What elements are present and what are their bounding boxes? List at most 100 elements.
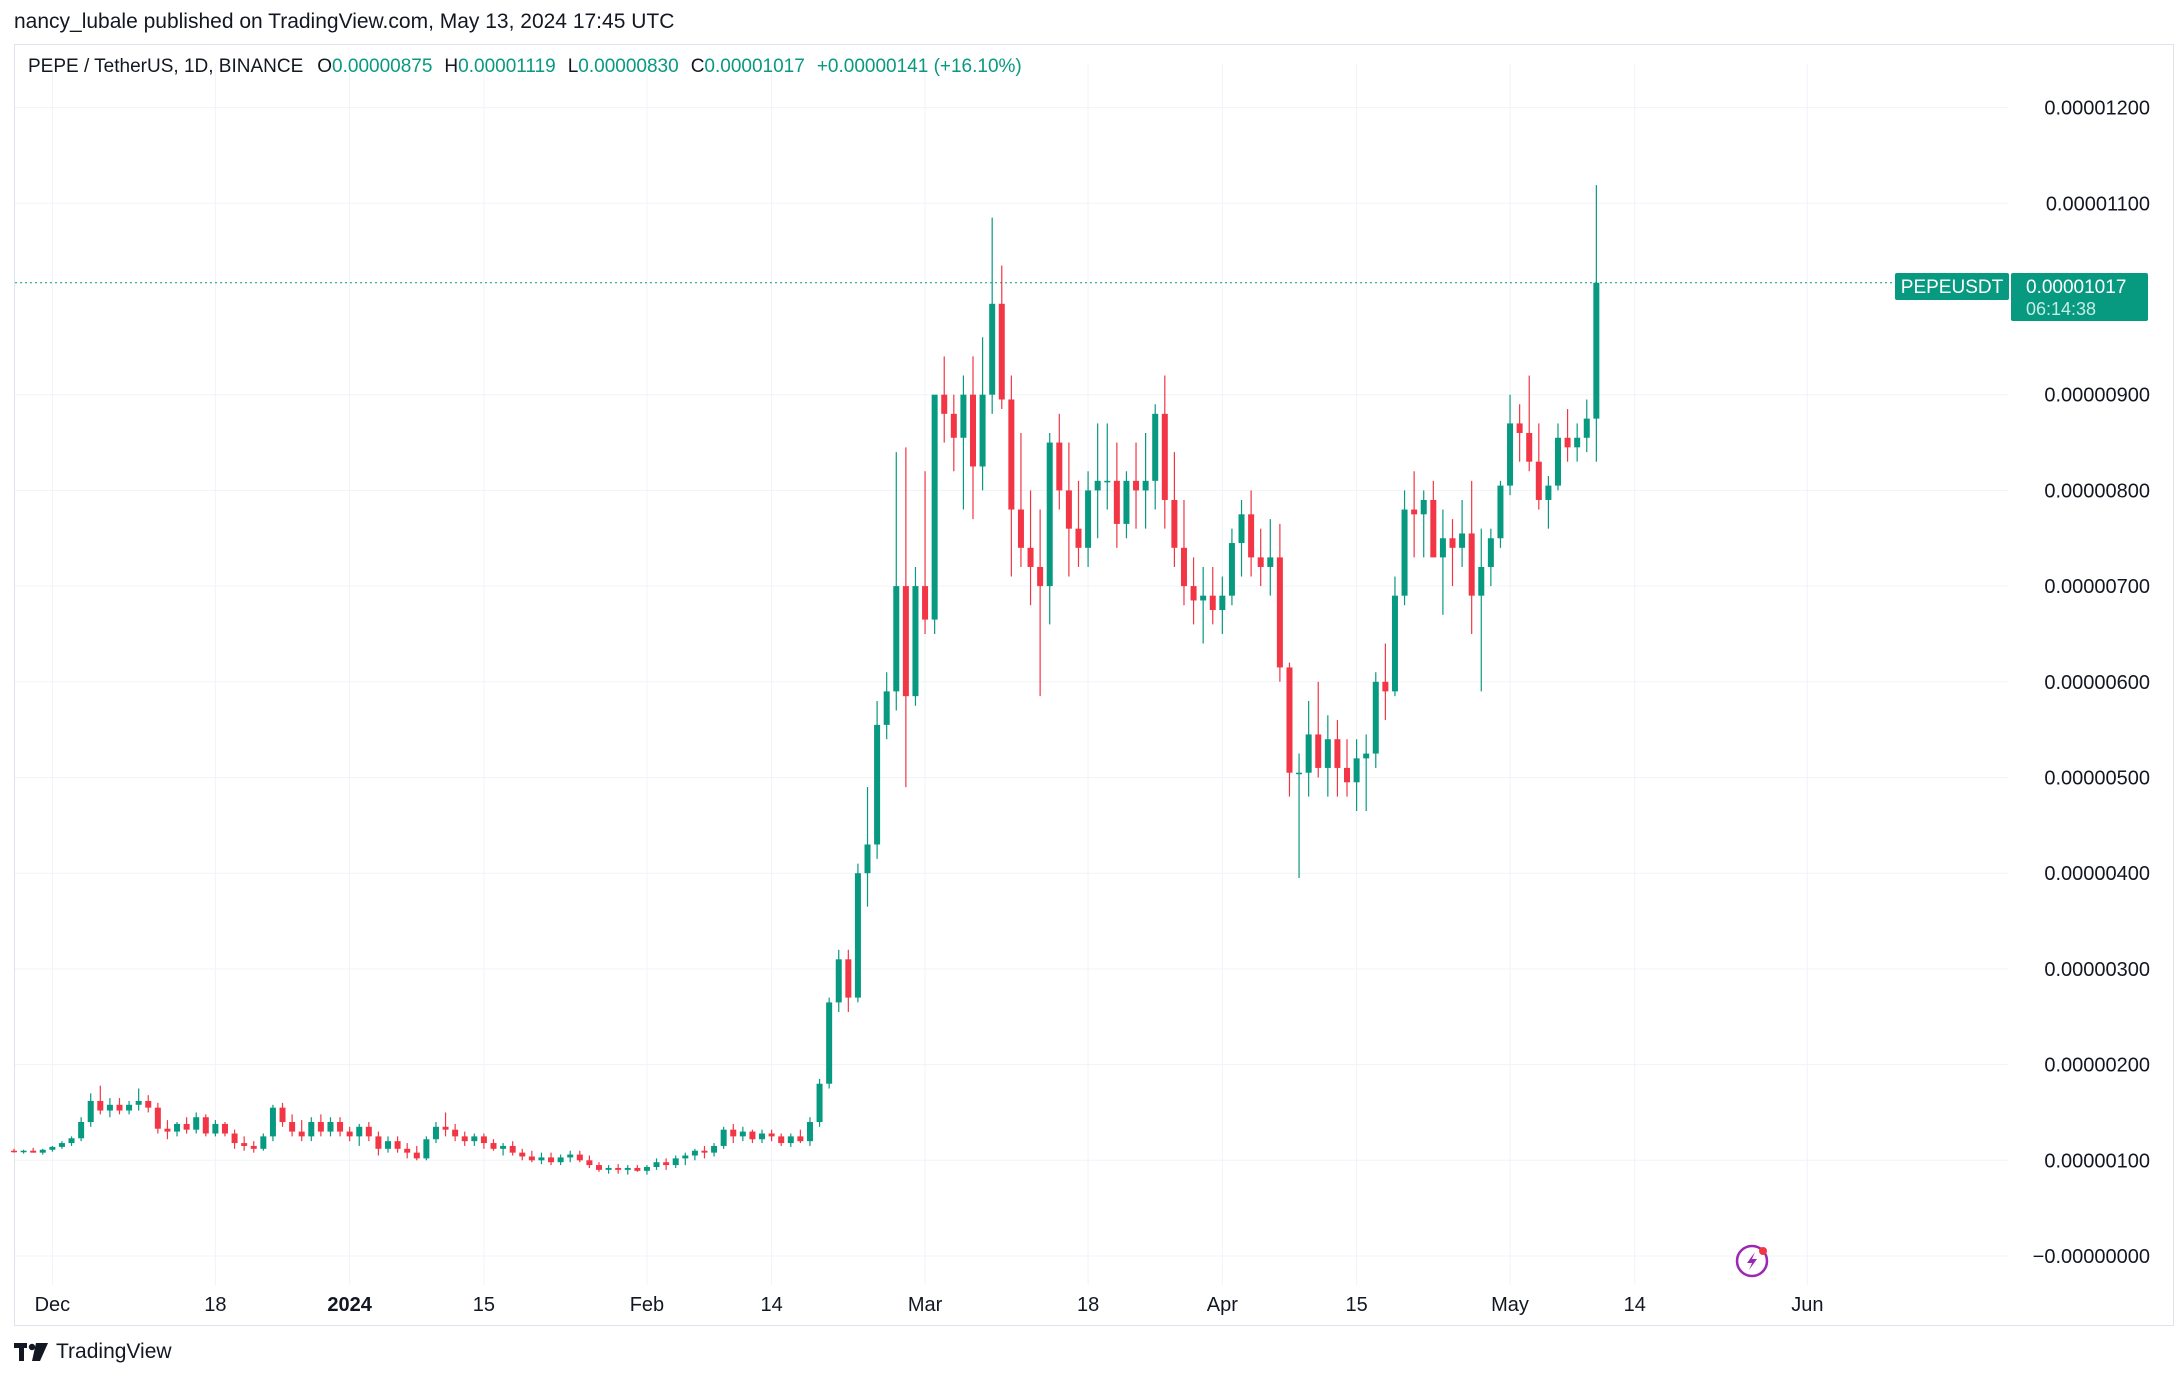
candle[interactable] — [116, 1098, 123, 1115]
candle[interactable] — [1037, 509, 1044, 697]
candle[interactable] — [720, 1126, 727, 1149]
candle[interactable] — [164, 1120, 171, 1140]
candle[interactable] — [797, 1129, 804, 1144]
candle[interactable] — [730, 1123, 737, 1144]
candle[interactable] — [1228, 528, 1235, 606]
candle[interactable] — [682, 1152, 689, 1166]
candle[interactable] — [567, 1150, 574, 1163]
candle[interactable] — [269, 1104, 276, 1142]
candle[interactable] — [500, 1143, 507, 1156]
candle[interactable] — [183, 1117, 190, 1134]
candle[interactable] — [1257, 528, 1264, 587]
candle[interactable] — [30, 1147, 37, 1153]
candle[interactable] — [1363, 734, 1370, 811]
candle[interactable] — [1123, 471, 1130, 539]
candle[interactable] — [365, 1122, 372, 1142]
candle[interactable] — [1027, 490, 1034, 606]
candle[interactable] — [672, 1155, 679, 1168]
candle[interactable] — [1180, 499, 1187, 606]
candle[interactable] — [1008, 375, 1015, 577]
candle[interactable] — [931, 394, 938, 634]
candle[interactable] — [1478, 528, 1485, 692]
candle[interactable] — [1507, 394, 1514, 496]
candle[interactable] — [759, 1129, 766, 1144]
candle[interactable] — [1468, 480, 1475, 634]
candle[interactable] — [106, 1098, 113, 1118]
candle[interactable] — [1056, 413, 1063, 510]
candle[interactable] — [298, 1120, 305, 1142]
candle[interactable] — [1286, 662, 1293, 797]
candle[interactable] — [97, 1085, 104, 1115]
candle[interactable] — [375, 1131, 382, 1156]
candle[interactable] — [231, 1129, 238, 1149]
candle[interactable] — [519, 1148, 526, 1161]
candle[interactable] — [337, 1117, 344, 1137]
candle[interactable] — [212, 1120, 219, 1137]
candle[interactable] — [1094, 423, 1101, 539]
candle[interactable] — [874, 700, 881, 859]
candle[interactable] — [394, 1136, 401, 1153]
candle[interactable] — [595, 1162, 602, 1172]
candle[interactable] — [452, 1123, 459, 1142]
candle[interactable] — [145, 1095, 152, 1113]
candle[interactable] — [1526, 375, 1533, 472]
candle[interactable] — [1152, 404, 1159, 510]
candle[interactable] — [778, 1133, 785, 1146]
candle[interactable] — [586, 1155, 593, 1168]
candle[interactable] — [826, 997, 833, 1089]
candle[interactable] — [11, 1148, 17, 1153]
candle[interactable] — [250, 1141, 257, 1153]
candle[interactable] — [902, 447, 909, 788]
candle[interactable] — [548, 1152, 555, 1166]
candle[interactable] — [308, 1117, 315, 1142]
candle[interactable] — [423, 1136, 430, 1161]
candle[interactable] — [653, 1158, 660, 1170]
candle[interactable] — [432, 1122, 439, 1144]
candle[interactable] — [711, 1143, 718, 1157]
candle[interactable] — [643, 1165, 650, 1175]
candle[interactable] — [950, 394, 957, 472]
candle[interactable] — [1583, 399, 1590, 453]
candle[interactable] — [557, 1154, 564, 1166]
candle[interactable] — [87, 1093, 94, 1127]
candle[interactable] — [49, 1145, 56, 1152]
candle[interactable] — [1487, 528, 1494, 587]
candle[interactable] — [634, 1165, 641, 1172]
candle[interactable] — [327, 1117, 334, 1137]
candle[interactable] — [989, 217, 996, 414]
candle[interactable] — [883, 672, 890, 740]
candle[interactable] — [922, 471, 929, 634]
candle[interactable] — [289, 1114, 296, 1137]
candle[interactable] — [241, 1136, 248, 1151]
candle[interactable] — [1248, 490, 1255, 577]
candle[interactable] — [1171, 452, 1178, 567]
candle[interactable] — [1372, 672, 1379, 768]
candle[interactable] — [260, 1133, 267, 1151]
brand-footer[interactable]: TradingView — [14, 1340, 172, 1364]
candle[interactable] — [385, 1136, 392, 1153]
candle[interactable] — [126, 1100, 133, 1115]
candle[interactable] — [615, 1164, 622, 1174]
candle[interactable] — [1545, 476, 1552, 529]
candle[interactable] — [701, 1145, 708, 1159]
candle[interactable] — [1267, 519, 1274, 596]
candle[interactable] — [768, 1129, 775, 1142]
candle[interactable] — [221, 1122, 228, 1137]
candle[interactable] — [806, 1117, 813, 1146]
candle[interactable] — [1209, 566, 1216, 625]
candle[interactable] — [1516, 404, 1523, 462]
candle[interactable] — [193, 1112, 200, 1134]
candle[interactable] — [346, 1126, 353, 1142]
candle[interactable] — [1200, 566, 1207, 644]
candle[interactable] — [404, 1143, 411, 1159]
candle[interactable] — [490, 1139, 497, 1151]
candle[interactable] — [1017, 432, 1024, 567]
candle[interactable] — [509, 1141, 516, 1156]
candle[interactable] — [1142, 432, 1149, 529]
candle[interactable] — [1353, 739, 1360, 811]
candle[interactable] — [480, 1133, 487, 1149]
candle[interactable] — [1315, 681, 1322, 778]
candle[interactable] — [202, 1114, 209, 1137]
candle[interactable] — [739, 1126, 746, 1142]
